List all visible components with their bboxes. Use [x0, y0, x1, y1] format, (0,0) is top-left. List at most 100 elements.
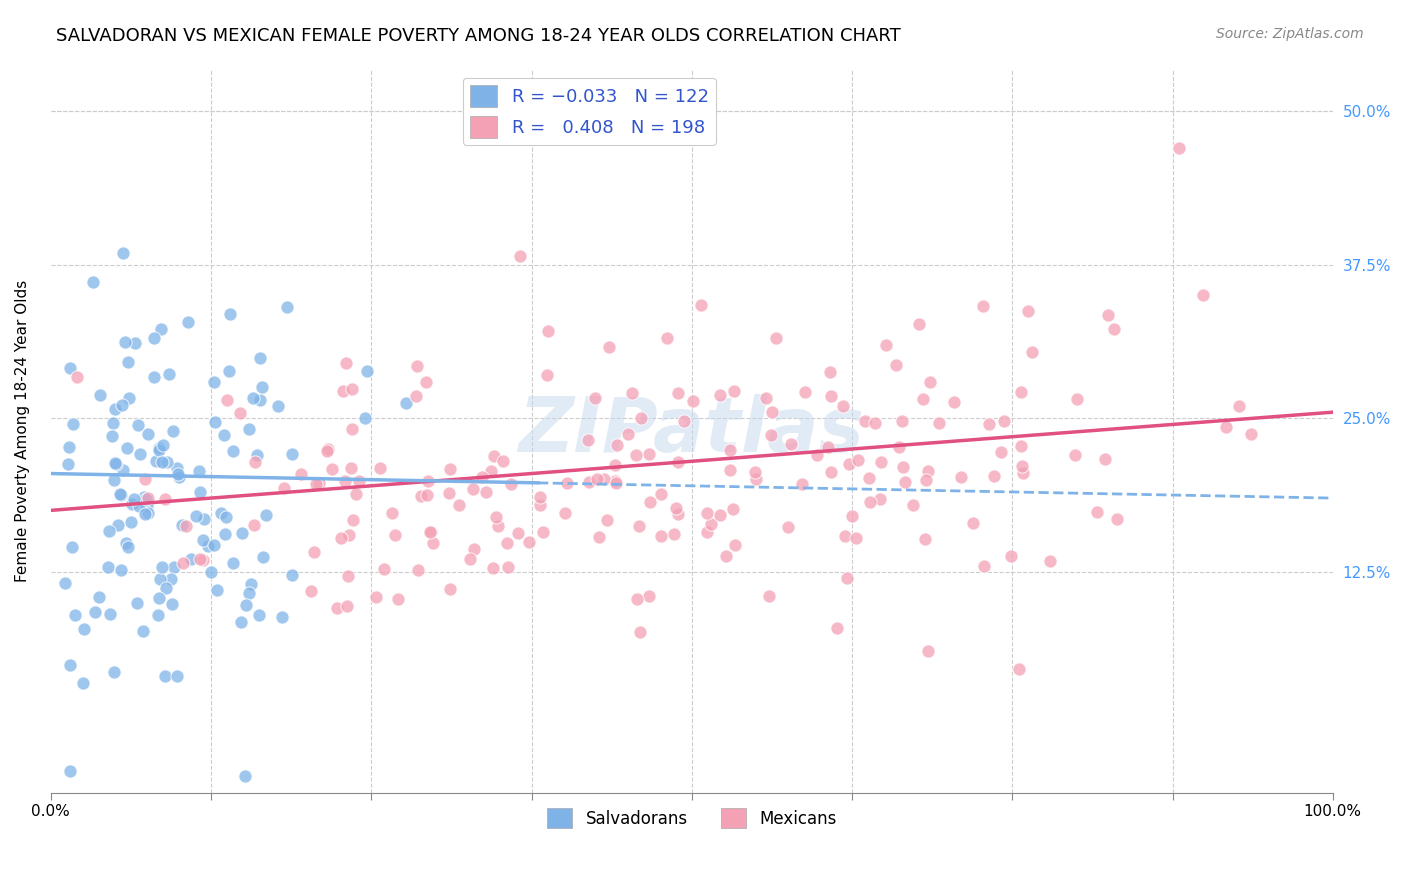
- Point: [664, 526, 686, 541]
- Point: [696, 524, 718, 539]
- Point: [709, 508, 731, 522]
- Point: [583, 391, 606, 405]
- Point: [1094, 451, 1116, 466]
- Point: [202, 376, 225, 390]
- Point: [233, 769, 256, 783]
- Point: [354, 411, 377, 425]
- Point: [846, 453, 869, 467]
- Point: [252, 549, 274, 564]
- Point: [143, 369, 166, 384]
- Point: [152, 438, 174, 452]
- Point: [172, 556, 194, 570]
- Point: [193, 512, 215, 526]
- Point: [517, 535, 540, 549]
- Point: [912, 392, 935, 407]
- Point: [356, 363, 378, 377]
- Point: [373, 562, 395, 576]
- Point: [593, 472, 616, 486]
- Point: [890, 414, 912, 428]
- Point: [73, 622, 96, 636]
- Point: [460, 552, 482, 566]
- Point: [222, 443, 245, 458]
- Point: [650, 529, 672, 543]
- Point: [135, 491, 157, 506]
- Point: [243, 454, 266, 468]
- Point: [384, 527, 406, 541]
- Point: [950, 470, 973, 484]
- Point: [818, 364, 841, 378]
- Point: [134, 472, 156, 486]
- Point: [149, 572, 172, 586]
- Point: [709, 388, 731, 402]
- Point: [1008, 662, 1031, 676]
- Point: [107, 518, 129, 533]
- Point: [536, 368, 558, 382]
- Point: [249, 351, 271, 365]
- Point: [332, 384, 354, 399]
- Point: [239, 577, 262, 591]
- Point: [942, 394, 965, 409]
- Point: [188, 464, 211, 478]
- Point: [405, 389, 427, 403]
- Point: [155, 581, 177, 595]
- Point: [841, 509, 863, 524]
- Point: [817, 441, 839, 455]
- Point: [191, 553, 214, 567]
- Point: [381, 506, 404, 520]
- Point: [637, 447, 659, 461]
- Point: [682, 394, 704, 409]
- Point: [276, 300, 298, 314]
- Point: [1010, 439, 1032, 453]
- Point: [368, 461, 391, 475]
- Point: [585, 472, 607, 486]
- Point: [718, 443, 741, 458]
- Point: [167, 469, 190, 483]
- Point: [1192, 287, 1215, 301]
- Point: [66, 369, 89, 384]
- Point: [1239, 426, 1261, 441]
- Point: [411, 489, 433, 503]
- Point: [267, 399, 290, 413]
- Point: [156, 455, 179, 469]
- Point: [470, 470, 492, 484]
- Point: [101, 417, 124, 431]
- Point: [84, 605, 107, 619]
- Point: [820, 465, 842, 479]
- Point: [103, 665, 125, 680]
- Point: [620, 385, 643, 400]
- Point: [188, 485, 211, 500]
- Point: [628, 625, 651, 640]
- Point: [157, 367, 180, 381]
- Point: [134, 507, 156, 521]
- Point: [104, 456, 127, 470]
- Point: [790, 476, 813, 491]
- Text: ZIPatlas: ZIPatlas: [519, 393, 865, 467]
- Point: [420, 524, 443, 539]
- Point: [479, 464, 502, 478]
- Point: [990, 445, 1012, 459]
- Point: [148, 441, 170, 455]
- Point: [153, 491, 176, 506]
- Point: [333, 474, 356, 488]
- Point: [336, 568, 359, 582]
- Point: [129, 447, 152, 461]
- Point: [153, 669, 176, 683]
- Point: [484, 449, 506, 463]
- Point: [962, 516, 984, 530]
- Point: [755, 391, 778, 405]
- Point: [59, 658, 82, 673]
- Point: [281, 447, 304, 461]
- Point: [280, 567, 302, 582]
- Point: [666, 455, 689, 469]
- Point: [891, 460, 914, 475]
- Point: [299, 583, 322, 598]
- Point: [605, 475, 627, 490]
- Point: [115, 441, 138, 455]
- Point: [666, 386, 689, 401]
- Point: [246, 448, 269, 462]
- Legend: Salvadorans, Mexicans: Salvadorans, Mexicans: [540, 801, 844, 835]
- Point: [884, 359, 907, 373]
- Point: [865, 417, 887, 431]
- Point: [172, 518, 194, 533]
- Point: [638, 589, 661, 603]
